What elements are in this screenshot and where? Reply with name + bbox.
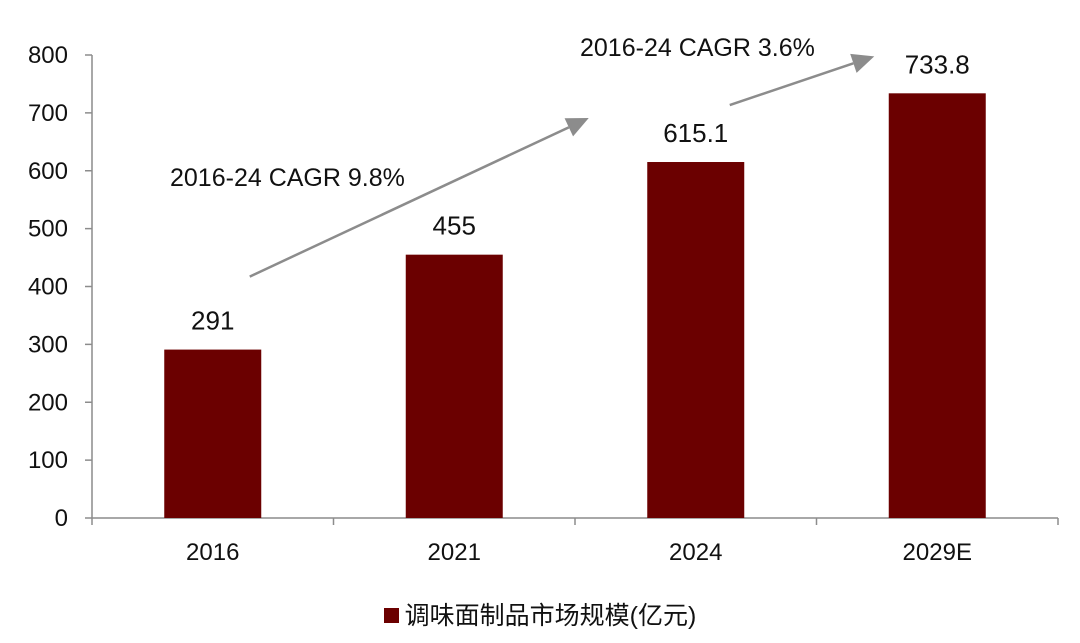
- y-tick-label: 500: [28, 216, 68, 243]
- bar-2029E: [888, 93, 986, 519]
- y-tick-label: 300: [28, 331, 68, 358]
- x-category-label: 2021: [428, 539, 481, 566]
- x-axis: 2016 2021 2024 2029E: [91, 517, 1059, 566]
- y-tick-label: 800: [28, 42, 68, 69]
- bar-value-label: 615.1: [663, 118, 728, 148]
- bars: [164, 93, 986, 519]
- arrow-shaft: [249, 126, 570, 278]
- bar-value-label: 455: [433, 211, 476, 241]
- bar-2016: [164, 349, 262, 518]
- bar-value-label: 291: [191, 306, 234, 336]
- y-tick-label: 600: [28, 158, 68, 185]
- cagr-arrows: [249, 53, 875, 278]
- annotation-cagr-2016-2024: 2016-24 CAGR 9.8%: [170, 164, 405, 192]
- x-category-label: 2024: [669, 539, 722, 566]
- bar-value-label: 733.8: [905, 49, 970, 79]
- value-labels: 291 455 615.1 733.8: [191, 49, 970, 335]
- y-tick-label: 100: [28, 447, 68, 474]
- legend: 调味面制品市场规模(亿元): [0, 596, 1080, 632]
- y-tick-label: 400: [28, 274, 68, 301]
- bar-2024: [647, 162, 745, 519]
- legend-label: 调味面制品市场规模(亿元): [404, 602, 697, 630]
- arrow-2024-2029: [729, 53, 875, 107]
- y-tick-label: 700: [28, 100, 68, 127]
- x-category-label: 2029E: [903, 539, 972, 566]
- arrow-head: [850, 53, 875, 73]
- arrow-shaft: [729, 62, 854, 107]
- legend-swatch: [383, 607, 399, 623]
- arrow-head: [564, 118, 589, 137]
- annotation-cagr-2024-2029: 2016-24 CAGR 3.6%: [580, 34, 815, 62]
- y-tick-label: 200: [28, 389, 68, 416]
- bar-2021: [405, 254, 503, 518]
- x-category-label: 2016: [186, 539, 239, 566]
- y-tick-label: 0: [55, 505, 68, 532]
- arrow-2016-2024: [249, 118, 589, 278]
- y-axis: 0 100 200 300 400 500 600 700 800: [28, 42, 93, 532]
